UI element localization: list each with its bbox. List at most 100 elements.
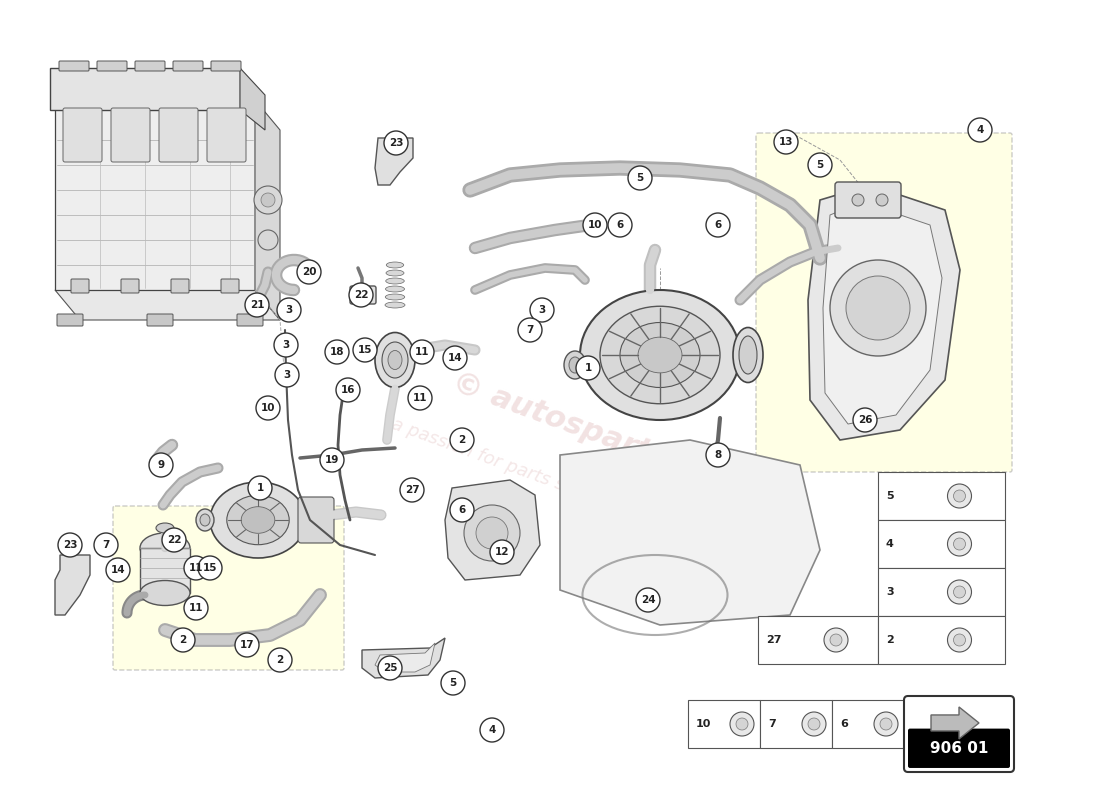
Circle shape: [628, 166, 652, 190]
Ellipse shape: [569, 357, 581, 373]
Ellipse shape: [739, 336, 757, 374]
Circle shape: [464, 505, 520, 561]
Text: 22: 22: [167, 535, 182, 545]
FancyBboxPatch shape: [59, 61, 89, 71]
FancyBboxPatch shape: [298, 497, 334, 543]
Text: 10: 10: [587, 220, 603, 230]
Circle shape: [58, 533, 82, 557]
Circle shape: [148, 453, 173, 477]
Circle shape: [297, 260, 321, 284]
Circle shape: [874, 712, 898, 736]
Text: 24: 24: [640, 595, 656, 605]
Text: 5: 5: [816, 160, 824, 170]
Circle shape: [706, 443, 730, 467]
FancyBboxPatch shape: [173, 61, 204, 71]
Polygon shape: [240, 68, 265, 130]
Circle shape: [254, 186, 282, 214]
Circle shape: [583, 213, 607, 237]
FancyBboxPatch shape: [147, 314, 173, 326]
Text: 4: 4: [977, 125, 983, 135]
Ellipse shape: [382, 342, 408, 378]
Circle shape: [947, 484, 971, 508]
Ellipse shape: [388, 350, 401, 370]
Text: 5: 5: [450, 678, 456, 688]
Circle shape: [852, 194, 864, 206]
Text: 3: 3: [285, 305, 293, 315]
Text: a passion for parts since 1962: a passion for parts since 1962: [389, 415, 651, 525]
Circle shape: [410, 340, 435, 364]
Text: 23: 23: [388, 138, 404, 148]
Ellipse shape: [375, 333, 415, 387]
Ellipse shape: [140, 533, 190, 563]
Circle shape: [170, 628, 195, 652]
Circle shape: [730, 712, 754, 736]
Ellipse shape: [385, 294, 405, 300]
Ellipse shape: [140, 581, 190, 606]
Circle shape: [275, 363, 299, 387]
FancyBboxPatch shape: [904, 696, 1014, 772]
Circle shape: [490, 540, 514, 564]
Circle shape: [248, 476, 272, 500]
Circle shape: [408, 386, 432, 410]
Text: 2: 2: [276, 655, 284, 665]
Circle shape: [450, 498, 474, 522]
Circle shape: [320, 448, 344, 472]
Ellipse shape: [386, 270, 404, 276]
FancyBboxPatch shape: [688, 700, 760, 748]
FancyBboxPatch shape: [97, 61, 126, 71]
Circle shape: [94, 533, 118, 557]
Polygon shape: [55, 290, 280, 320]
Text: 2: 2: [459, 435, 465, 445]
Circle shape: [268, 648, 292, 672]
Ellipse shape: [196, 509, 214, 531]
Polygon shape: [446, 480, 540, 580]
FancyBboxPatch shape: [211, 61, 241, 71]
Ellipse shape: [156, 523, 174, 533]
Circle shape: [349, 283, 373, 307]
Text: 11: 11: [189, 563, 204, 573]
Circle shape: [324, 340, 349, 364]
Polygon shape: [50, 68, 240, 110]
Text: © autosparts: © autosparts: [448, 367, 672, 473]
Polygon shape: [55, 100, 255, 290]
Circle shape: [636, 588, 660, 612]
FancyBboxPatch shape: [63, 108, 102, 162]
Circle shape: [256, 396, 280, 420]
Circle shape: [954, 586, 966, 598]
Text: 25: 25: [383, 663, 397, 673]
Text: 1: 1: [584, 363, 592, 373]
Text: 9: 9: [157, 460, 165, 470]
FancyBboxPatch shape: [878, 520, 1005, 568]
Text: 21: 21: [250, 300, 264, 310]
Text: 11: 11: [189, 603, 204, 613]
Circle shape: [530, 298, 554, 322]
Circle shape: [336, 378, 360, 402]
Ellipse shape: [600, 306, 720, 404]
Text: 3: 3: [538, 305, 546, 315]
Circle shape: [880, 718, 892, 730]
Text: 2: 2: [179, 635, 187, 645]
FancyBboxPatch shape: [113, 506, 344, 670]
Circle shape: [277, 298, 301, 322]
FancyBboxPatch shape: [57, 314, 82, 326]
Text: 10: 10: [261, 403, 275, 413]
Circle shape: [476, 517, 508, 549]
Circle shape: [274, 333, 298, 357]
FancyBboxPatch shape: [758, 616, 878, 664]
Text: 12: 12: [495, 547, 509, 557]
Text: 3: 3: [284, 370, 290, 380]
FancyBboxPatch shape: [170, 279, 189, 293]
Ellipse shape: [733, 327, 763, 382]
Circle shape: [576, 356, 600, 380]
Circle shape: [947, 580, 971, 604]
Circle shape: [968, 118, 992, 142]
Polygon shape: [560, 440, 820, 625]
FancyBboxPatch shape: [908, 729, 1010, 768]
Text: 26: 26: [858, 415, 872, 425]
Text: 2: 2: [886, 635, 893, 645]
Ellipse shape: [385, 286, 405, 292]
FancyBboxPatch shape: [756, 133, 1012, 472]
Circle shape: [198, 556, 222, 580]
Text: 13: 13: [779, 137, 793, 147]
Ellipse shape: [385, 302, 405, 308]
